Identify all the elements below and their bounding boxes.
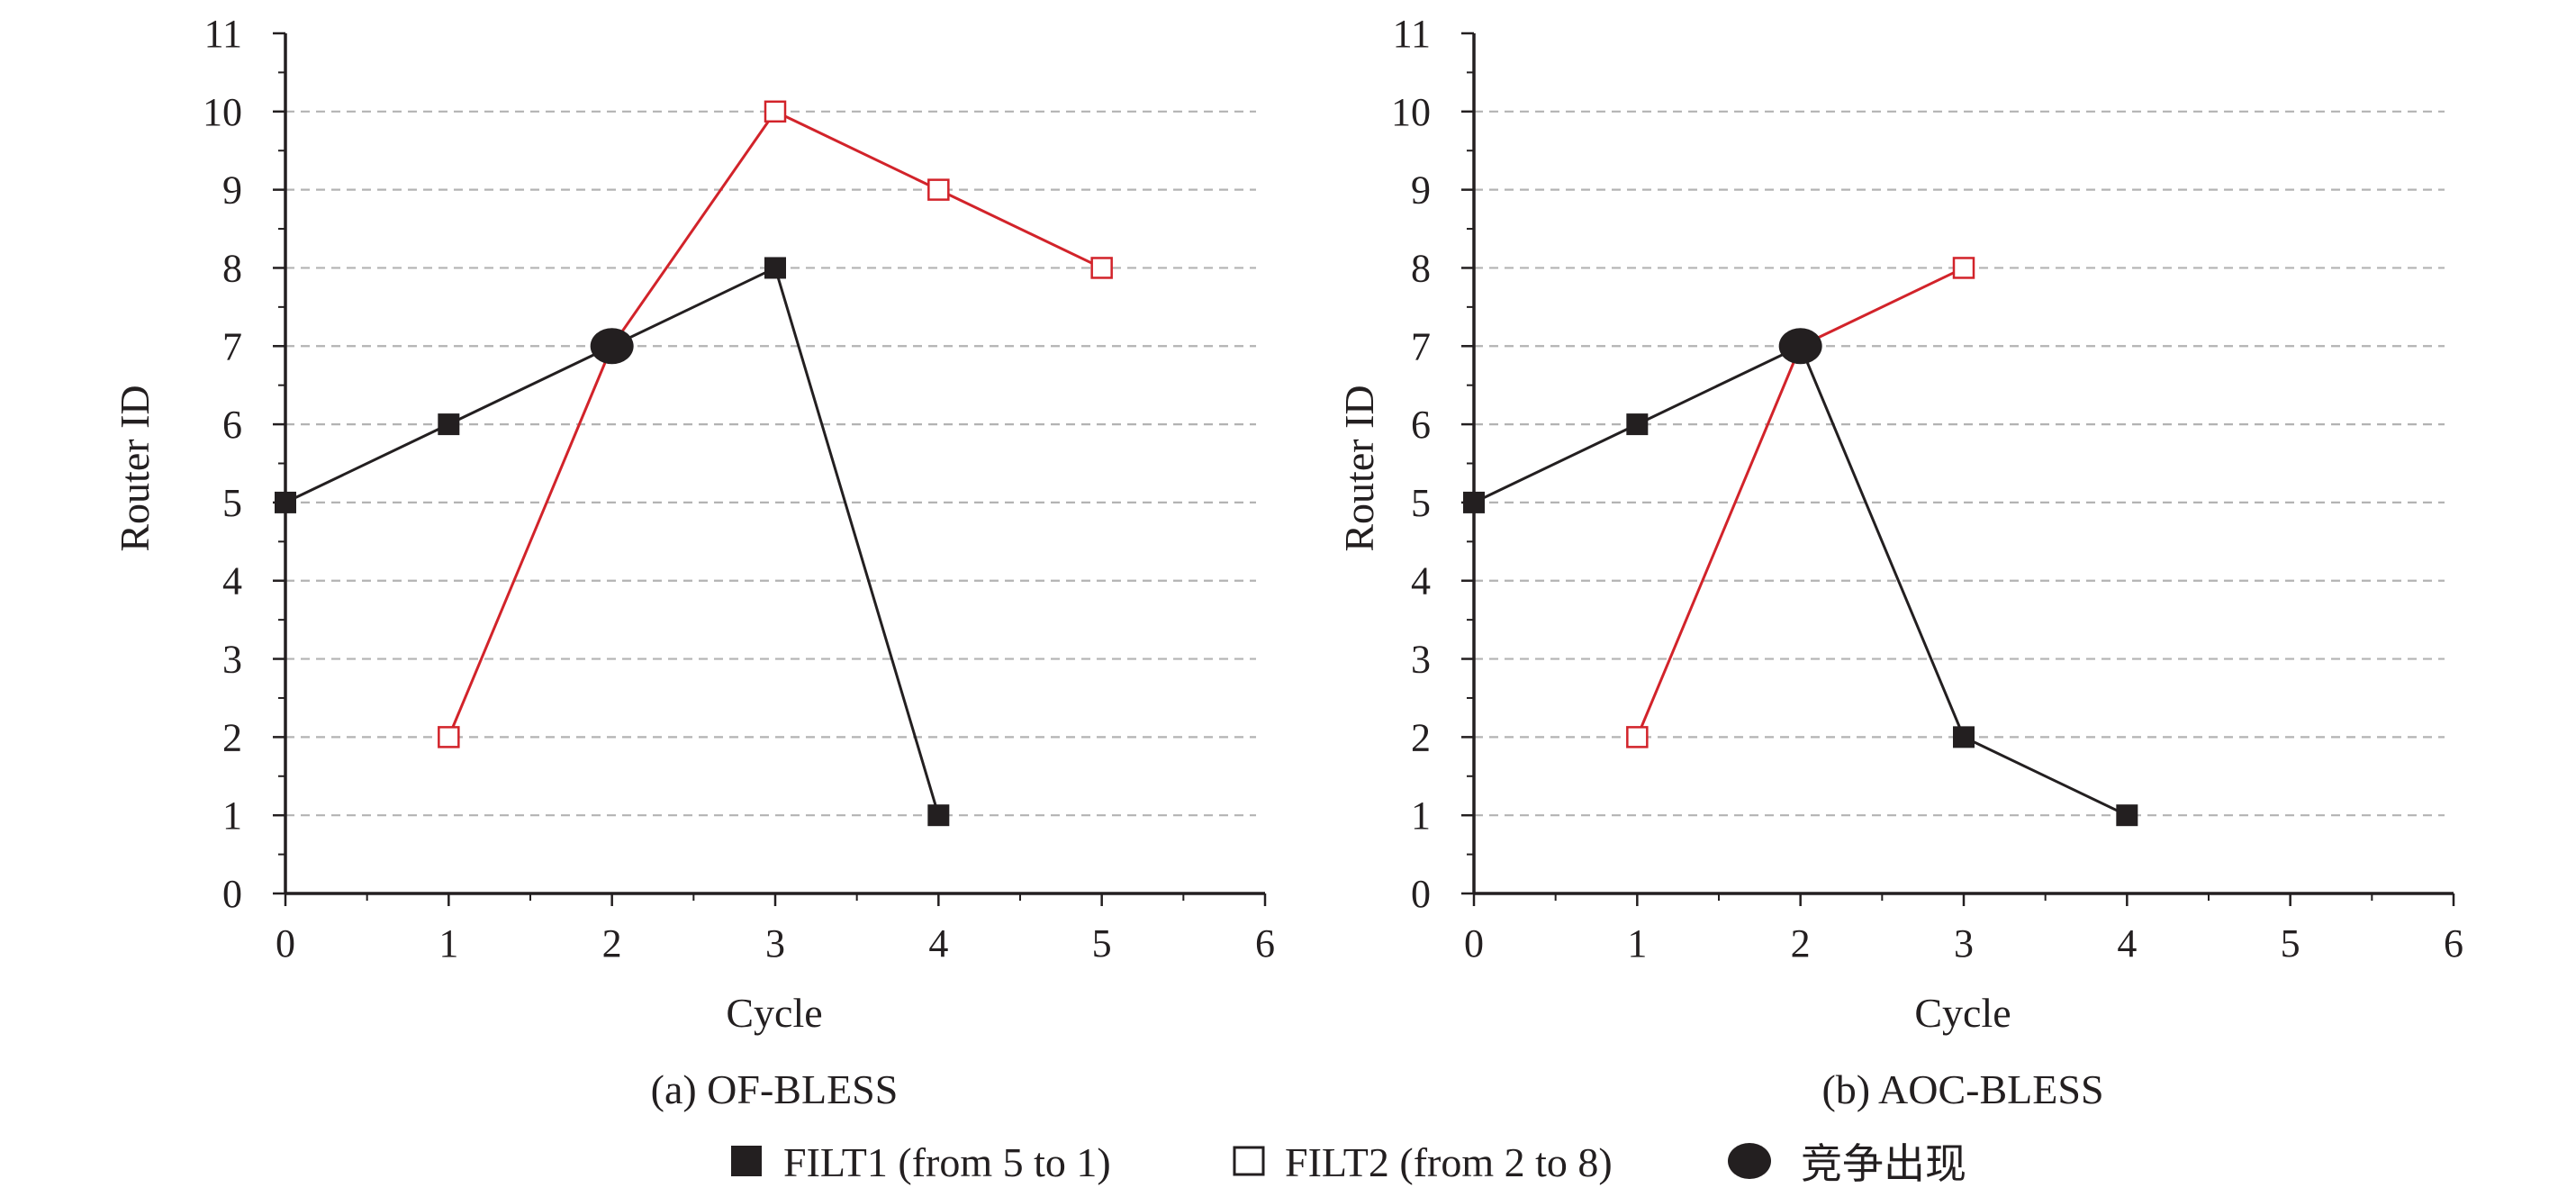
y-tick-label: 1: [222, 794, 242, 838]
y-tick-label: 4: [1411, 559, 1431, 603]
grid-lines: [1474, 110, 2445, 817]
legend-label-filt1: FILT1 (from 5 to 1): [783, 1139, 1111, 1185]
panel-caption: (b) AOC-BLESS: [1821, 1066, 2103, 1112]
y-tick-label: 9: [1411, 168, 1431, 213]
y-tick-label: 0: [1411, 872, 1431, 916]
point-filt1: [1463, 491, 1485, 513]
point-filt2: [438, 726, 460, 748]
legend-label-contention: 竞争出现: [1801, 1141, 1966, 1187]
x-tick-label: 1: [438, 921, 458, 966]
y-tick-label: 6: [222, 403, 242, 447]
x-tick-label: 1: [1627, 921, 1647, 966]
legend-open-square-marker: [1233, 1146, 1265, 1176]
point-filt1: [2116, 804, 2138, 827]
grid-lines: [285, 110, 1256, 817]
x-axis-title: Cycle: [726, 990, 822, 1036]
point-filt1: [275, 491, 296, 513]
y-tick-label: 0: [222, 872, 242, 916]
x-tick-label: 6: [2444, 921, 2463, 966]
point-filt2: [764, 100, 787, 123]
x-tick-label: 0: [276, 921, 295, 966]
point-filt1: [438, 413, 460, 436]
y-tick-label: 3: [1411, 638, 1431, 682]
y-tick-label: 2: [1411, 715, 1431, 759]
y-tick-label: 4: [222, 559, 242, 603]
point-filt1: [1626, 413, 1649, 436]
y-tick-label: 5: [222, 481, 242, 525]
y-tick-label: 3: [222, 638, 242, 682]
y-tick-label: 11: [1393, 12, 1431, 56]
x-tick-label: 3: [1954, 921, 1974, 966]
y-tick-label: 10: [1391, 90, 1431, 134]
x-axis-title: Cycle: [1914, 990, 2011, 1036]
x-tick-label: 0: [1464, 921, 1484, 966]
y-tick-label: 7: [1411, 324, 1431, 368]
y-tick-label: 11: [204, 12, 242, 56]
legend-contention-marker: [1728, 1143, 1771, 1179]
contention-marker: [590, 328, 634, 365]
y-tick-label: 9: [222, 168, 242, 213]
legend-label-filt2: FILT2 (from 2 to 8): [1285, 1139, 1613, 1185]
legend: FILT1 (from 5 to 1) FILT2 (from 2 to 8) …: [731, 1139, 1966, 1187]
y-axis-title: Router ID: [1336, 385, 1382, 551]
x-tick-label: 4: [928, 921, 948, 966]
y-axis-title: Router ID: [112, 385, 158, 551]
point-filt2: [1952, 257, 1975, 279]
axes: 0 1 2 3 4 5 6 7 8 9 10 11 0 1 2 3 4 5 6: [1391, 12, 2463, 966]
point-filt1: [927, 804, 950, 827]
point-filt1: [764, 257, 786, 279]
point-filt1: [1953, 726, 1975, 748]
y-tick-label: 6: [1411, 403, 1431, 447]
y-tick-label: 2: [222, 715, 242, 759]
y-tick-label: 8: [222, 246, 242, 290]
panel-of-bless: 0 1 2 3 4 5 6 7 8 9 10 11 0 1 2 3 4 5 6 Cycle Router ID (a…: [112, 12, 1275, 1112]
series-layer: [275, 100, 1113, 827]
contention-marker: [1778, 328, 1822, 365]
y-tick-label: 8: [1411, 246, 1431, 290]
x-tick-label: 5: [2281, 921, 2300, 966]
panel-aoc-bless: 0 1 2 3 4 5 6 7 8 9 10 11 0 1 2 3 4 5 6 Cycle Router ID (b…: [1336, 12, 2463, 1112]
point-filt2: [927, 178, 950, 201]
y-tick-label: 10: [203, 90, 242, 134]
series-layer: [1463, 257, 2138, 827]
x-tick-label: 4: [2117, 921, 2137, 966]
panel-caption: (a) OF-BLESS: [651, 1066, 899, 1112]
x-tick-label: 2: [1791, 921, 1811, 966]
x-tick-label: 3: [765, 921, 785, 966]
y-tick-label: 1: [1411, 794, 1431, 838]
y-tick-label: 5: [1411, 481, 1431, 525]
legend-filled-square-marker: [731, 1146, 762, 1176]
point-filt2: [1090, 257, 1113, 279]
x-tick-label: 6: [1255, 921, 1275, 966]
axes: 0 1 2 3 4 5 6 7 8 9 10 11 0 1 2 3 4 5 6: [203, 12, 1275, 966]
y-tick-label: 7: [222, 324, 242, 368]
x-tick-label: 5: [1092, 921, 1112, 966]
x-tick-label: 2: [602, 921, 622, 966]
point-filt2: [1626, 726, 1649, 748]
